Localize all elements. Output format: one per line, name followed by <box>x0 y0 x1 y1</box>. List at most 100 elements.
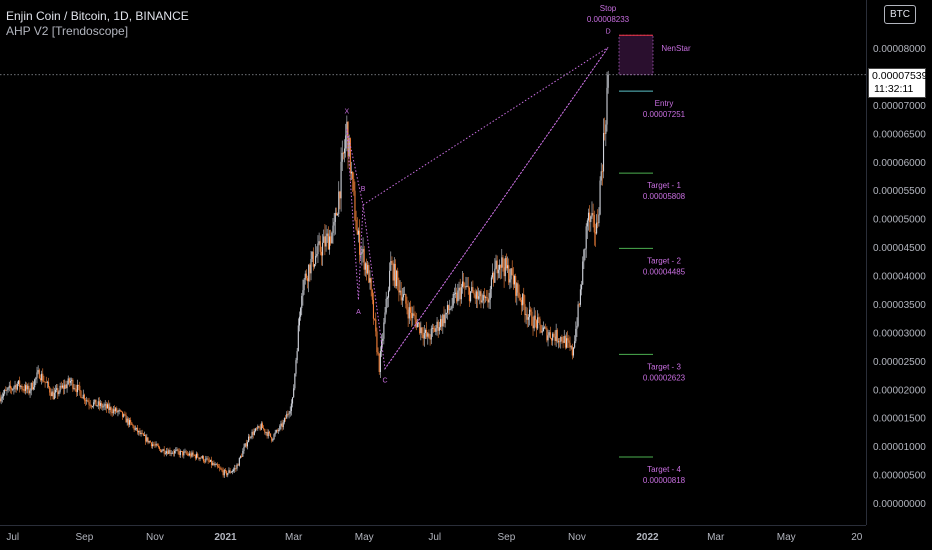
candle <box>64 384 66 389</box>
candle <box>601 171 603 173</box>
candle <box>204 461 206 463</box>
candle <box>341 152 343 162</box>
candle <box>401 297 403 301</box>
candle <box>428 333 430 339</box>
candle <box>596 222 598 234</box>
price-tick-label: 0.00004500 <box>873 243 926 254</box>
level-name-label: Target - 3 <box>647 362 681 371</box>
price-tick-label: 0.00006000 <box>873 158 926 169</box>
candle <box>149 441 151 443</box>
candle <box>357 230 359 235</box>
candle <box>180 451 183 452</box>
candle <box>45 382 47 384</box>
candle <box>495 260 497 269</box>
candle <box>235 468 237 469</box>
candle <box>602 132 605 172</box>
candle <box>133 426 135 430</box>
price-tick-label: 0.00003500 <box>873 300 926 311</box>
candle <box>209 459 211 462</box>
candle <box>464 286 466 288</box>
candle <box>253 431 255 435</box>
candle <box>371 290 373 300</box>
candle <box>41 373 43 381</box>
candle <box>82 394 84 399</box>
candle <box>61 385 63 388</box>
candle <box>538 317 540 319</box>
candle <box>168 450 170 454</box>
candle <box>76 384 79 393</box>
time-tick-label: May <box>355 532 374 543</box>
candle <box>466 285 468 287</box>
candle <box>563 336 565 343</box>
currency-badge[interactable]: BTC <box>884 5 916 24</box>
candle <box>202 456 205 462</box>
candle <box>318 241 320 244</box>
candle <box>42 373 44 382</box>
candle <box>134 428 136 430</box>
candle <box>460 287 462 300</box>
pattern-bd-line <box>362 46 609 206</box>
candle <box>604 132 606 134</box>
candle <box>446 305 449 313</box>
symbol-title[interactable]: Enjin Coin / Bitcoin, 1D, BINANCE <box>6 9 189 23</box>
candle <box>260 423 262 430</box>
candle <box>130 420 132 423</box>
candle <box>6 389 8 391</box>
candle <box>73 388 75 390</box>
candle <box>257 426 259 429</box>
candle <box>221 469 223 471</box>
trade-levels: NenStar Stop 0.00008233 Entry 0.00007251 Targ… <box>0 4 866 485</box>
candle <box>145 435 147 442</box>
candle <box>56 388 58 390</box>
indicator-title[interactable]: AHP V2 [Trendoscope] <box>6 24 129 38</box>
candle <box>527 317 529 320</box>
candle <box>534 315 536 321</box>
candle <box>175 450 177 452</box>
candle <box>476 291 479 299</box>
candle <box>559 341 561 343</box>
price-tick-label: 0.00004000 <box>873 272 926 283</box>
candle <box>317 243 319 255</box>
level-value-label: 0.00005808 <box>643 192 686 201</box>
candle <box>481 300 483 303</box>
candle <box>80 390 82 398</box>
candle <box>241 456 243 457</box>
candle <box>147 437 149 443</box>
candle <box>490 277 492 290</box>
candle <box>105 404 107 409</box>
level-value-label: 0.00002623 <box>643 373 686 382</box>
candle <box>97 401 99 406</box>
candle <box>361 251 363 254</box>
candle <box>5 390 7 391</box>
candle <box>22 389 24 390</box>
candle <box>379 351 381 372</box>
candle <box>185 451 187 454</box>
candle <box>564 336 566 348</box>
candle <box>51 391 53 397</box>
candle <box>322 242 324 256</box>
candle <box>157 445 159 448</box>
candle-series <box>0 70 609 478</box>
candle <box>223 470 225 476</box>
candle <box>554 336 556 341</box>
candle <box>81 397 83 399</box>
candle <box>510 268 512 280</box>
candle <box>4 390 6 394</box>
candle <box>20 385 22 388</box>
candle <box>275 430 277 433</box>
candle <box>169 450 171 454</box>
candle <box>110 407 112 412</box>
candle <box>512 275 514 285</box>
candle <box>191 452 193 457</box>
candle <box>347 121 349 157</box>
candle <box>301 296 303 309</box>
candle <box>83 394 85 401</box>
candle <box>32 387 35 390</box>
candle <box>68 378 70 383</box>
candle <box>138 430 140 433</box>
candle <box>280 423 282 426</box>
candle <box>213 463 215 466</box>
candle <box>509 279 511 283</box>
candle <box>12 389 14 390</box>
